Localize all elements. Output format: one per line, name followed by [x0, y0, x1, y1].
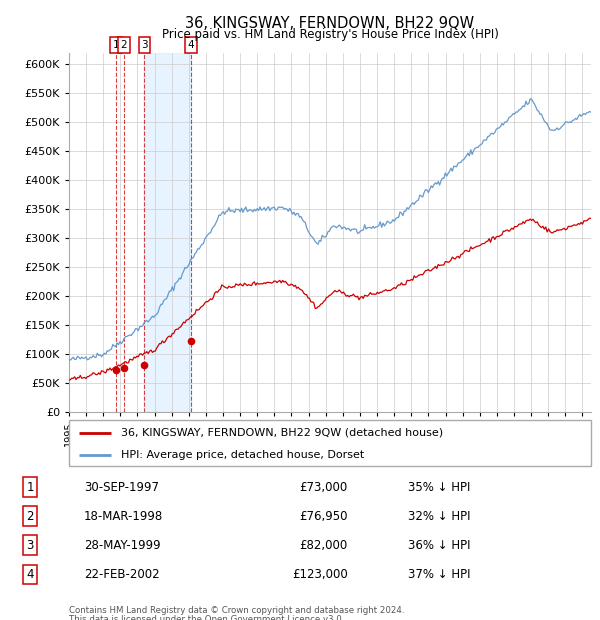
Text: 36, KINGSWAY, FERNDOWN, BH22 9QW (detached house): 36, KINGSWAY, FERNDOWN, BH22 9QW (detach…: [121, 428, 443, 438]
Text: Contains HM Land Registry data © Crown copyright and database right 2024.: Contains HM Land Registry data © Crown c…: [69, 606, 404, 616]
Text: 37% ↓ HPI: 37% ↓ HPI: [408, 568, 470, 581]
Text: 4: 4: [26, 568, 34, 581]
Text: 1: 1: [26, 480, 34, 494]
Text: 4: 4: [188, 40, 194, 50]
Text: 35% ↓ HPI: 35% ↓ HPI: [408, 480, 470, 494]
Text: 30-SEP-1997: 30-SEP-1997: [84, 480, 159, 494]
Text: £76,950: £76,950: [299, 510, 348, 523]
Text: Price paid vs. HM Land Registry's House Price Index (HPI): Price paid vs. HM Land Registry's House …: [161, 28, 499, 41]
Text: 22-FEB-2002: 22-FEB-2002: [84, 568, 160, 581]
Text: This data is licensed under the Open Government Licence v3.0.: This data is licensed under the Open Gov…: [69, 615, 344, 620]
Text: 28-MAY-1999: 28-MAY-1999: [84, 539, 161, 552]
Text: 32% ↓ HPI: 32% ↓ HPI: [408, 510, 470, 523]
Text: 1: 1: [113, 40, 119, 50]
Text: 18-MAR-1998: 18-MAR-1998: [84, 510, 163, 523]
Text: £82,000: £82,000: [300, 539, 348, 552]
Text: HPI: Average price, detached house, Dorset: HPI: Average price, detached house, Dors…: [121, 450, 364, 459]
Text: 3: 3: [26, 539, 34, 552]
Text: £73,000: £73,000: [300, 480, 348, 494]
Bar: [145, 53, 191, 412]
Text: 2: 2: [121, 40, 127, 50]
Text: 2: 2: [26, 510, 34, 523]
Text: 36, KINGSWAY, FERNDOWN, BH22 9QW: 36, KINGSWAY, FERNDOWN, BH22 9QW: [185, 16, 475, 30]
Text: 36% ↓ HPI: 36% ↓ HPI: [408, 539, 470, 552]
Text: 3: 3: [141, 40, 148, 50]
Text: £123,000: £123,000: [292, 568, 348, 581]
